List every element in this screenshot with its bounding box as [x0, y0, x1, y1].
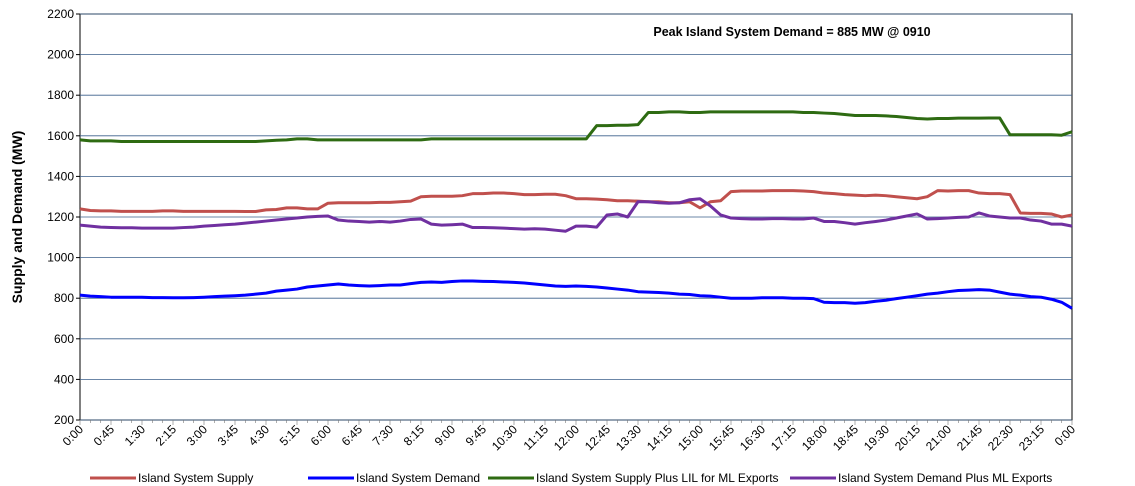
x-tick-label: 12:45: [582, 422, 613, 453]
x-tick-label: 5:15: [277, 422, 304, 449]
x-tick-label: 14:15: [644, 422, 675, 453]
x-tick-label: 0:00: [1052, 422, 1079, 449]
x-tick-label: 18:45: [830, 422, 861, 453]
series-line: [79, 110, 1073, 143]
y-tick-label: 400: [54, 372, 74, 386]
x-tick-label: 7:30: [370, 422, 397, 449]
y-tick-label: 1200: [47, 210, 74, 224]
y-tick-label: 200: [54, 413, 74, 427]
x-tick-label: 2:15: [153, 422, 180, 449]
annotation: Peak Island System Demand = 885 MW @ 091…: [653, 25, 930, 39]
x-tick-label: 3:00: [184, 422, 211, 449]
legend-label: Island System Supply Plus LIL for ML Exp…: [536, 471, 779, 485]
x-tick-label: 16:30: [737, 422, 768, 453]
x-tick-label: 21:45: [954, 422, 985, 453]
y-tick-label: 800: [54, 291, 74, 305]
series-line: [79, 197, 1073, 233]
x-tick-label: 9:00: [432, 422, 459, 449]
x-tick-label: 12:00: [551, 422, 582, 453]
x-tick-label: 17:15: [768, 422, 799, 453]
x-tick-label: 6:45: [339, 422, 366, 449]
series-line: [79, 189, 1073, 219]
x-tick-label: 19:30: [861, 422, 892, 453]
x-tick-label: 1:30: [122, 422, 149, 449]
x-tick-label: 9:45: [463, 422, 490, 449]
x-tick-label: 22:30: [985, 422, 1016, 453]
y-tick-label: 2000: [47, 48, 74, 62]
legend-label: Island System Demand: [356, 471, 480, 485]
x-tick-label: 4:30: [246, 422, 273, 449]
y-tick-label: 600: [54, 332, 74, 346]
x-tick-label: 21:00: [923, 422, 954, 453]
y-tick-label: 1000: [47, 251, 74, 265]
x-tick-label: 23:15: [1016, 422, 1047, 453]
y-tick-label: 1600: [47, 129, 74, 143]
legend-label: Island System Demand Plus ML Exports: [838, 471, 1052, 485]
series-line: [79, 279, 1073, 310]
y-tick-label: 1400: [47, 169, 74, 183]
x-tick-label: 15:45: [706, 422, 737, 453]
x-tick-label: 18:00: [799, 422, 830, 453]
y-tick-label: 1800: [47, 88, 74, 102]
x-tick-label: 20:15: [892, 422, 923, 453]
x-tick-label: 8:15: [401, 422, 428, 449]
x-tick-label: 0:45: [91, 422, 118, 449]
x-tick-label: 3:45: [215, 422, 242, 449]
y-tick-label: 2200: [47, 7, 74, 21]
x-tick-label: 11:15: [521, 422, 552, 453]
x-tick-label: 15:00: [675, 422, 706, 453]
x-tick-label: 10:30: [489, 422, 520, 453]
y-axis-label: Supply and Demand (MW): [9, 131, 25, 304]
x-tick-label: 13:30: [613, 422, 644, 453]
legend-label: Island System Supply: [138, 471, 253, 485]
x-tick-label: 6:00: [308, 422, 335, 449]
